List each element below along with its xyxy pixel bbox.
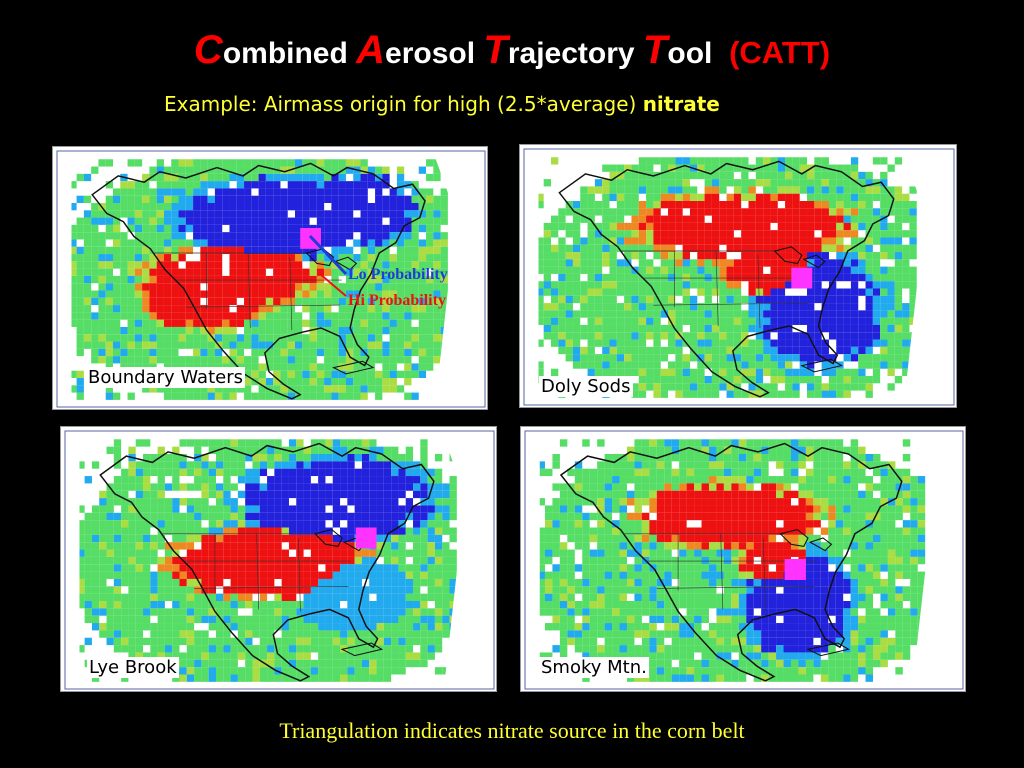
- map-panel-lye-brook: Lye Brook: [60, 426, 497, 692]
- cuba-outline: [331, 360, 375, 375]
- slide-title: Combined Aerosol Trajectory Tool (CATT): [0, 28, 1024, 73]
- legend-lo-label: Lo Probability: [348, 266, 448, 283]
- probability-grid: [79, 439, 457, 682]
- receptor-site-marker: [355, 527, 377, 549]
- slide-footer: Triangulation indicates nitrate source i…: [279, 718, 745, 743]
- title-cap-c: C: [193, 28, 223, 72]
- state-borders: [152, 252, 342, 331]
- title-word-aerosol: erosol: [385, 37, 476, 70]
- state-borders: [622, 533, 817, 612]
- coastline: [559, 442, 903, 682]
- title-word-trajectory: rajectory: [507, 37, 635, 70]
- subtitle-keyword: nitrate: [642, 92, 720, 116]
- cuba-outline: [340, 642, 384, 657]
- title-cap-a: A: [356, 28, 386, 72]
- map-panel-smoky-mtn: Smoky Mtn.: [520, 426, 966, 692]
- probability-grid: [539, 439, 926, 682]
- lo-pointer-line: [308, 234, 348, 276]
- receptor-site-marker: [784, 559, 806, 580]
- great-lakes: [305, 248, 358, 271]
- title-cap-t2: T: [642, 28, 668, 72]
- trajectory-map: [523, 148, 955, 406]
- map-panel-doly-sods: Doly Sods: [519, 144, 957, 408]
- legend-pointer-lines: [308, 234, 348, 297]
- cuba-outline: [800, 358, 843, 373]
- great-lakes: [779, 529, 833, 552]
- slide-subtitle: Example: Airmass origin for high (2.5*av…: [164, 92, 720, 116]
- panel-label: Boundary Waters: [86, 367, 245, 388]
- title-word-combined: ombined: [222, 37, 348, 70]
- trajectory-map: [524, 430, 964, 690]
- trajectory-map: [64, 430, 495, 690]
- probability-grid: [538, 157, 917, 398]
- map-panel-boundary-waters: Boundary Waters: [52, 146, 488, 410]
- trajectory-map: [56, 150, 486, 408]
- state-borders: [619, 250, 811, 329]
- state-borders: [160, 533, 351, 612]
- panel-label: Lye Brook: [87, 657, 179, 678]
- title-acronym: (CATT): [729, 35, 831, 70]
- coastline: [558, 160, 895, 398]
- coastline: [99, 442, 435, 682]
- hi-pointer-line: [319, 273, 347, 297]
- cuba-outline: [806, 642, 850, 657]
- great-lakes: [773, 246, 826, 269]
- receptor-site-marker: [791, 267, 813, 289]
- panel-label: Doly Sods: [539, 376, 633, 397]
- panel-label: Smoky Mtn.: [539, 657, 649, 678]
- title-word-tool: ool: [667, 37, 713, 70]
- title-cap-t1: T: [483, 28, 508, 72]
- coastline: [91, 162, 426, 400]
- legend-hi-label: Hi Probability: [348, 292, 446, 309]
- subtitle-text: Example: Airmass origin for high (2.5*av…: [164, 92, 637, 116]
